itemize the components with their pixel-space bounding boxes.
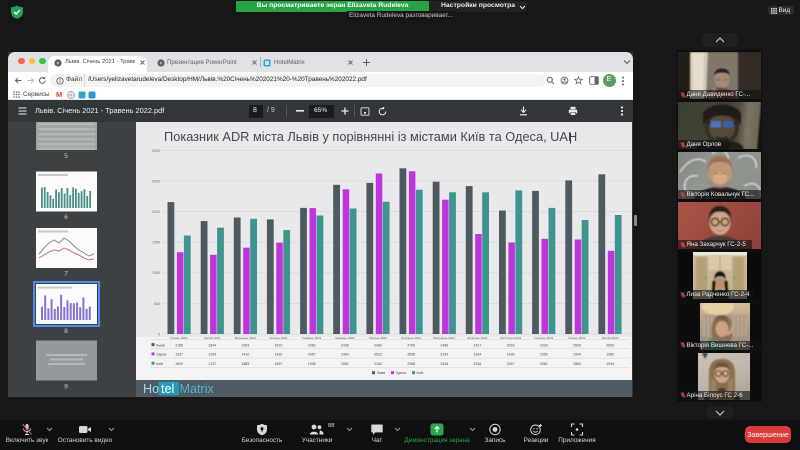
svg-text:Matrix: Matrix [180,382,215,396]
svg-text:1544: 1544 [573,353,581,357]
svg-text:2060: 2060 [308,343,316,347]
svg-text:7: 7 [64,271,68,278]
svg-text:2156: 2156 [175,343,183,347]
svg-text:2609: 2609 [606,343,614,347]
svg-text:1697: 1697 [275,362,283,366]
svg-text:Львів: Львів [377,371,386,375]
svg-text:Вересень 2021: Вересень 2021 [434,336,456,340]
svg-text:2438: 2438 [341,343,349,347]
svg-text:2316: 2316 [474,362,482,366]
svg-text:tel: tel [161,382,174,396]
svg-text:5: 5 [64,153,68,160]
svg-text:2339: 2339 [540,343,548,347]
svg-text:1936: 1936 [308,362,316,366]
svg-text:Серпень 2021: Серпень 2021 [401,336,421,340]
svg-text:1000: 1000 [152,271,160,275]
svg-text:1872: 1872 [275,343,283,347]
svg-text:Ho: Ho [143,382,159,396]
svg-text:1634: 1634 [474,353,482,357]
svg-text:2061: 2061 [540,362,548,366]
svg-text:2364: 2364 [341,353,349,357]
svg-text:2708: 2708 [407,343,415,347]
svg-text:1359: 1359 [606,353,614,357]
svg-text:1737: 1737 [208,362,216,366]
svg-text:2051: 2051 [341,362,349,366]
svg-text:Київ: Київ [417,371,424,375]
svg-text:8: 8 [64,328,68,335]
svg-text:Січень 2022: Січень 2022 [568,336,586,340]
svg-text:2194: 2194 [440,353,448,357]
svg-text:9: 9 [64,384,68,391]
svg-text:2000: 2000 [152,210,160,214]
svg-text:1862: 1862 [573,362,581,366]
svg-text:P: P [56,60,59,65]
svg-text:500: 500 [154,302,160,306]
svg-text:6: 6 [64,214,68,221]
svg-text:1844: 1844 [208,343,216,347]
svg-text:3000: 3000 [152,149,160,153]
svg-text:0: 0 [158,332,160,336]
svg-text:1294: 1294 [208,353,216,357]
svg-text:2417: 2417 [474,343,482,347]
svg-text:1944: 1944 [606,362,614,366]
svg-text:2500: 2500 [152,179,160,183]
svg-text:2488: 2488 [440,343,448,347]
svg-text:1903: 1903 [242,343,250,347]
svg-text:2162: 2162 [374,362,382,366]
svg-text:2347: 2347 [507,362,515,366]
svg-text:1500: 1500 [152,241,160,245]
svg-text:Травень 2021: Травень 2021 [302,336,322,340]
svg-text:P: P [159,60,162,65]
svg-text:Червень 2021: Червень 2021 [335,336,355,340]
svg-text:Лютий 2021: Лютий 2021 [204,336,221,340]
svg-text:Київ: Київ [156,362,163,366]
svg-text:Листопад 2021: Листопад 2021 [500,336,522,340]
svg-text:Липень 2021: Липень 2021 [369,336,387,340]
svg-text:1493: 1493 [507,353,515,357]
svg-text:1337: 1337 [175,353,183,357]
svg-text:Грудень 2021: Грудень 2021 [534,336,553,340]
svg-text:Одеса: Одеса [156,353,166,357]
svg-text:1883: 1883 [242,362,250,366]
svg-text:2658: 2658 [407,353,415,357]
svg-text:2316: 2316 [440,362,448,366]
svg-text:Березень 2021: Березень 2021 [235,336,257,340]
svg-text:2358: 2358 [407,362,415,366]
svg-text:1410: 1410 [242,353,250,357]
svg-text:2057: 2057 [308,353,316,357]
svg-text:2018: 2018 [507,343,515,347]
svg-text:Січень 2021: Січень 2021 [170,336,188,340]
svg-text:1556: 1556 [540,353,548,357]
svg-text:Квітень 2021: Квітень 2021 [269,336,288,340]
svg-text:2469: 2469 [374,343,382,347]
svg-text:Одеса: Одеса [396,371,406,375]
svg-text:1492: 1492 [275,353,283,357]
svg-text:Показник ADR міста Львів у пор: Показник ADR міста Львів у порівнянні із… [164,129,577,144]
svg-text:Львів: Львів [156,343,165,347]
svg-text:2509: 2509 [573,343,581,347]
svg-text:Жовтень 2021: Жовтень 2021 [467,336,488,340]
svg-text:1609: 1609 [175,362,183,366]
svg-text:Лютий 2022: Лютий 2022 [602,336,619,340]
svg-text:2622: 2622 [374,353,382,357]
